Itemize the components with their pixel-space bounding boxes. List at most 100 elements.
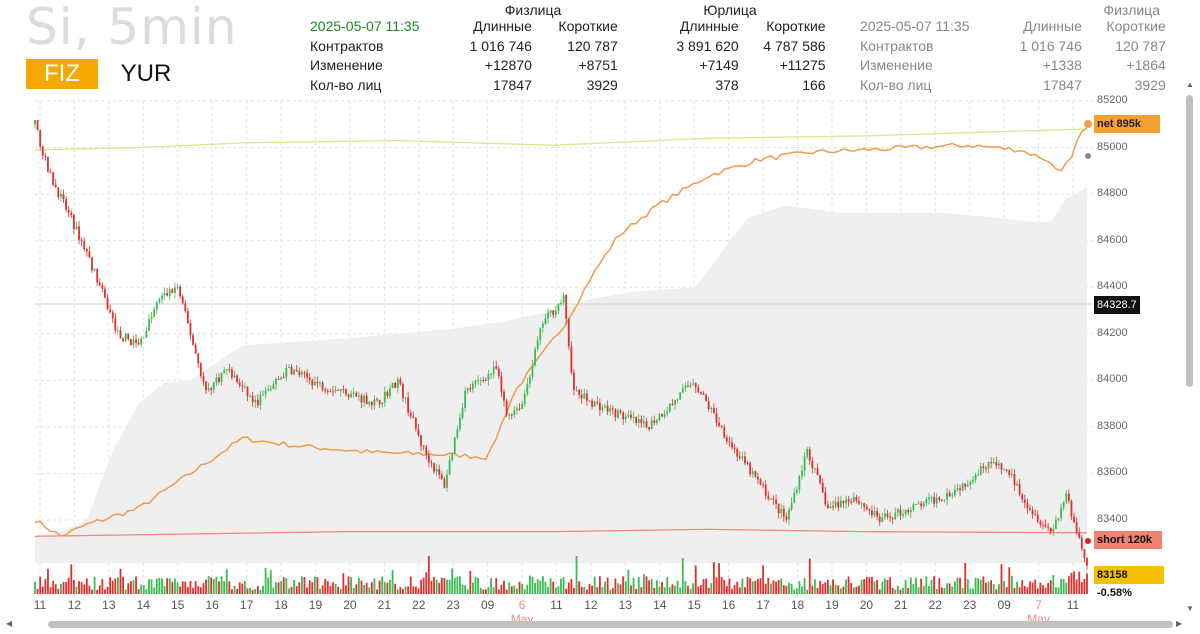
candle — [925, 499, 928, 504]
volume-bar — [1086, 573, 1088, 594]
volume-bar — [256, 586, 259, 594]
scroll-right-icon[interactable]: ▶ — [1176, 619, 1183, 628]
volume-bar — [619, 584, 622, 594]
candle — [728, 441, 731, 443]
volume-bar — [557, 586, 560, 594]
candle — [871, 510, 873, 516]
x-tick-label: 11 — [550, 598, 563, 612]
volume-bar — [497, 589, 500, 594]
candle — [453, 437, 456, 454]
candle — [806, 449, 809, 457]
short-marker — [1085, 538, 1091, 544]
volume-bar — [202, 583, 205, 594]
candle — [199, 363, 202, 377]
volume-bar — [510, 586, 513, 594]
candle — [744, 456, 746, 464]
candle — [197, 353, 200, 364]
candle — [282, 377, 285, 379]
volume-bar — [692, 583, 695, 594]
candle — [85, 249, 88, 252]
volume-bar — [513, 585, 516, 594]
candle — [1016, 483, 1018, 486]
volume-bar — [518, 581, 521, 594]
candle — [777, 503, 780, 513]
candle — [280, 377, 283, 380]
volume-bar — [492, 587, 495, 594]
volume-bar — [1031, 582, 1034, 594]
candle — [586, 393, 588, 401]
scroll-left-icon[interactable]: ◀ — [6, 619, 13, 628]
scroll-up-icon[interactable]: ▲ — [1186, 80, 1194, 89]
candle — [228, 369, 231, 371]
candle — [801, 470, 803, 477]
candle — [288, 367, 290, 369]
volume-bar — [889, 577, 891, 594]
fiz-short-value: +8751 — [578, 57, 618, 73]
candle — [824, 492, 827, 505]
vertical-scrollbar[interactable] — [1186, 95, 1193, 387]
volume-bar — [785, 585, 788, 594]
volume-bar — [772, 580, 775, 594]
candle — [972, 479, 974, 482]
candle — [363, 395, 365, 403]
candle — [933, 496, 936, 504]
volume-bar — [526, 584, 529, 594]
candle — [370, 401, 373, 406]
candle — [464, 390, 467, 408]
candle — [837, 502, 840, 508]
tab-yur[interactable]: YUR — [120, 60, 172, 87]
candle — [562, 295, 565, 303]
volume-bar — [920, 578, 923, 594]
candle — [539, 327, 542, 341]
volume-bar — [181, 581, 184, 594]
candle — [70, 212, 73, 216]
candle — [383, 391, 386, 403]
candle — [1086, 557, 1088, 566]
volume-bar — [466, 589, 469, 594]
x-tick-label: 09 — [997, 598, 1011, 612]
horizontal-scrollbar[interactable] — [48, 621, 1173, 628]
volume-bar — [189, 580, 192, 594]
volume-bar — [972, 588, 974, 594]
x-tick-label: 18 — [790, 598, 805, 612]
candle — [435, 469, 438, 472]
volume-bar — [715, 577, 718, 594]
candle — [72, 215, 75, 230]
candle — [210, 388, 213, 390]
volume-bar — [816, 588, 819, 594]
candle — [306, 372, 308, 378]
volume-bar — [974, 577, 977, 594]
volume-bar — [982, 576, 985, 594]
scroll-down-icon[interactable]: ▼ — [1186, 604, 1194, 613]
volume-bar — [404, 586, 407, 594]
candle — [184, 303, 187, 312]
candle — [977, 474, 980, 476]
candle — [492, 366, 495, 374]
candle — [324, 389, 327, 391]
candle — [148, 319, 150, 331]
volume-bar — [624, 581, 627, 594]
volume-bar — [446, 579, 448, 594]
volume-bar — [845, 579, 847, 594]
candle — [653, 420, 656, 423]
volume-bar — [712, 562, 715, 594]
candle — [140, 338, 143, 345]
volume-bar — [617, 583, 619, 594]
row-label: Кол-во лиц — [310, 76, 382, 93]
volume-bar — [995, 589, 998, 594]
volume-bar — [142, 585, 145, 594]
candle — [795, 489, 798, 493]
candle — [788, 509, 790, 520]
volume-bars — [34, 556, 1088, 594]
tab-fiz[interactable]: FIZ — [26, 59, 98, 89]
volume-bar — [979, 579, 982, 594]
candle — [215, 377, 218, 383]
volume-bar — [977, 578, 980, 594]
volume-bar — [935, 588, 938, 594]
volume-bar — [44, 579, 47, 594]
x-tick-label: 18 — [274, 598, 288, 612]
candle — [256, 399, 259, 406]
candle — [1010, 473, 1013, 476]
volume-bar — [1018, 587, 1021, 594]
